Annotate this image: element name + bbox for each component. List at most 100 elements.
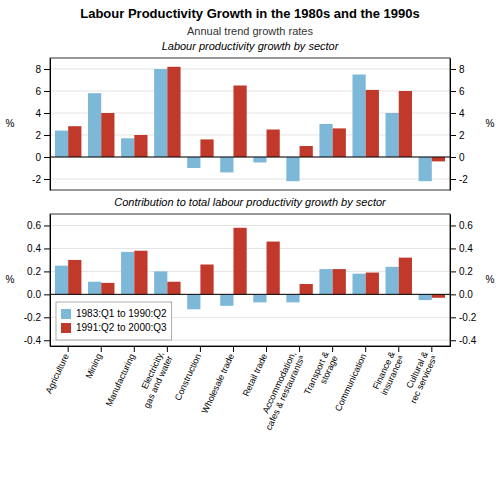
axis-line: [50, 215, 51, 347]
bar: [432, 157, 445, 161]
tick: -2: [450, 174, 468, 185]
bar: [419, 157, 432, 181]
y-axis: -0.4-0.20.00.20.40.6: [24, 215, 51, 347]
bar: [333, 128, 346, 157]
grid-line: [50, 157, 450, 158]
panel-title: Contribution to total labour productivit…: [114, 196, 387, 208]
bar: [319, 124, 332, 157]
legend-box: [56, 302, 172, 340]
tick-mark: [44, 317, 50, 318]
grid: [50, 225, 450, 340]
bar: [220, 294, 233, 305]
tick-label: Cultural &rec servicesᵃ: [399, 349, 439, 405]
bar-series: [68, 67, 445, 162]
bar: [121, 138, 134, 157]
zero-line: [50, 294, 450, 295]
tick: -2: [32, 174, 50, 185]
tick: Construction: [173, 346, 203, 402]
tick-label: 0.0: [459, 289, 473, 300]
bar: [300, 146, 313, 157]
bar: [68, 260, 81, 294]
legend-label: 1983:Q1 to 1990:Q2: [76, 308, 167, 319]
tick-mark: [44, 248, 50, 249]
tick-mark: [44, 69, 50, 70]
tick: Mining: [84, 346, 104, 380]
tick-label: Mining: [84, 352, 104, 380]
tick-mark: [44, 225, 50, 226]
tick-label: 0.2: [459, 266, 473, 277]
y-axis-label: %: [6, 274, 15, 285]
bar: [333, 269, 346, 294]
bar: [366, 90, 379, 157]
tick-mark: [44, 135, 50, 136]
tick-mark: [450, 179, 456, 180]
bar: [134, 251, 147, 295]
tick-mark: [44, 91, 50, 92]
legend-item: 1983:Q1 to 1990:Q2: [61, 308, 167, 319]
bars: [55, 228, 445, 309]
tick-label: 6: [459, 86, 465, 97]
tick-label: -0.4: [24, 335, 42, 346]
tick-label: -0.2: [24, 312, 42, 323]
tick-label: 6: [35, 86, 41, 97]
tick-mark: [266, 346, 267, 352]
bar: [233, 86, 246, 158]
tick-label: Agriculture: [44, 352, 71, 395]
tick-label: -0.2: [459, 312, 477, 323]
tick-label: 0.6: [459, 220, 473, 231]
tick-mark: [299, 346, 300, 352]
zero-line: [50, 157, 450, 158]
plot-frame: [50, 58, 450, 190]
bar: [55, 266, 68, 295]
bar: [267, 130, 280, 158]
tick-label: 2: [459, 130, 465, 141]
tick-label: 0.0: [27, 289, 41, 300]
tick: -0.4: [450, 335, 477, 346]
tick-mark: [450, 317, 456, 318]
tick: 0.2: [450, 266, 473, 277]
tick-label: 0.6: [27, 220, 41, 231]
tick-label-line: gas and water: [142, 354, 175, 409]
panel: -0.4-0.20.00.20.40.6-0.4-0.20.00.20.40.6…: [6, 196, 495, 432]
tick-label: Construction: [173, 352, 203, 402]
tick: Communication: [333, 346, 368, 413]
bar: [101, 283, 114, 294]
bar-series: [68, 228, 445, 298]
tick-mark: [450, 225, 456, 226]
bar: [154, 69, 167, 157]
bar: [300, 284, 313, 294]
tick-mark: [167, 346, 168, 352]
axis-line: [51, 346, 451, 347]
tick-label-line: Agriculture: [44, 352, 71, 395]
tick: Wholesale trade: [200, 346, 237, 415]
tick-label: Communication: [333, 352, 368, 413]
bar: [233, 228, 246, 295]
legend-swatch: [61, 323, 71, 333]
bar: [286, 157, 299, 181]
tick-label: 8: [459, 64, 465, 75]
y2-axis: -202468: [450, 59, 468, 191]
legend-label: 1991:Q2 to 2000:Q3: [76, 322, 167, 333]
bar: [200, 139, 213, 157]
tick-label-line: Retail trade: [241, 352, 270, 398]
bar: [253, 294, 266, 302]
tick: 0: [450, 152, 465, 163]
tick-label: 8: [35, 64, 41, 75]
tick-mark: [450, 91, 456, 92]
tick-label-line: Communication: [333, 352, 368, 413]
tick: 8: [450, 64, 465, 75]
bar: [366, 273, 379, 295]
tick-label: 0: [35, 152, 41, 163]
tick: Manufacturing: [104, 346, 137, 408]
y-axis-label: %: [6, 118, 15, 129]
bar: [121, 252, 134, 294]
tick-mark: [44, 113, 50, 114]
tick: 2: [450, 130, 465, 141]
tick: 0.4: [450, 243, 473, 254]
tick-label-line: cafes & restaurantsᵃ: [263, 353, 307, 431]
tick-mark: [365, 346, 366, 352]
bar: [88, 282, 101, 295]
tick: 0.6: [27, 220, 50, 231]
bar: [267, 242, 280, 295]
legend-swatch: [61, 309, 71, 319]
